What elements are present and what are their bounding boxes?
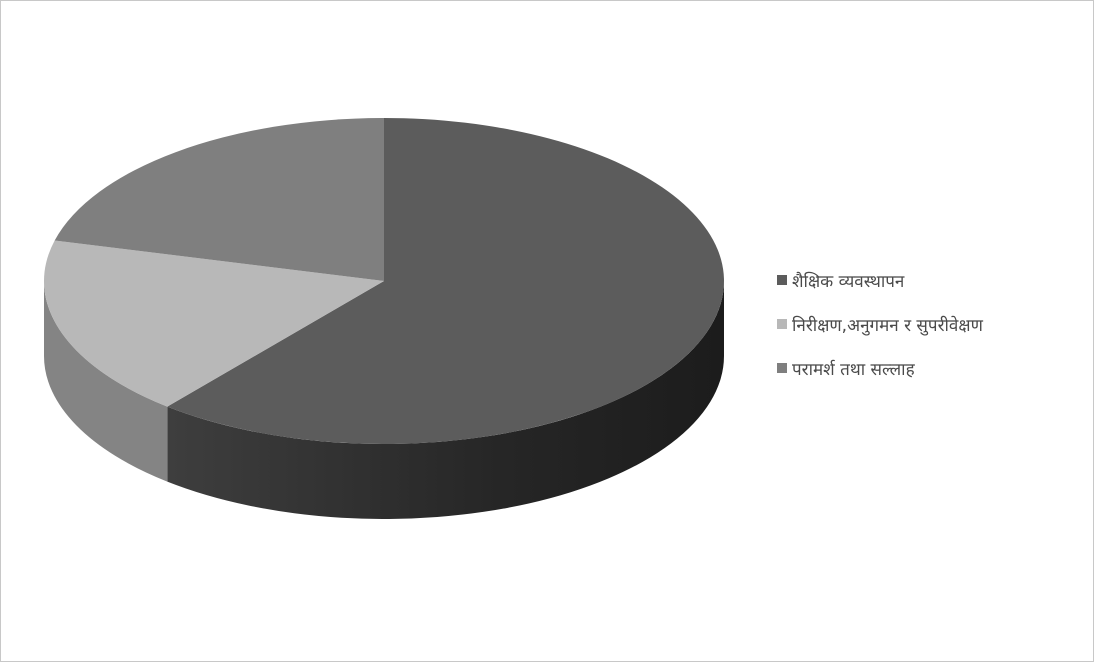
legend-item: निरीक्षण,अनुगमन र सुपरीवेक्षण [777, 313, 983, 336]
legend-label: निरीक्षण,अनुगमन र सुपरीवेक्षण [792, 315, 983, 336]
legend-swatch [777, 363, 787, 373]
legend-swatch [777, 319, 787, 329]
legend: शैक्षिक व्यवस्थापन निरीक्षण,अनुगमन र सुप… [777, 269, 983, 401]
pie-slice [54, 118, 384, 281]
pie-slice-side [167, 281, 724, 519]
legend-label: परामर्श तथा सल्लाह [792, 359, 915, 380]
pie-slice-side [43, 281, 168, 482]
legend-swatch [777, 275, 787, 285]
legend-label: शैक्षिक व्यवस्थापन [792, 271, 905, 292]
legend-item: शैक्षिक व्यवस्थापन [777, 269, 983, 292]
legend-item: परामर्श तथा सल्लाह [777, 357, 983, 380]
pie-slice [44, 240, 385, 407]
pie-slice [167, 118, 724, 444]
